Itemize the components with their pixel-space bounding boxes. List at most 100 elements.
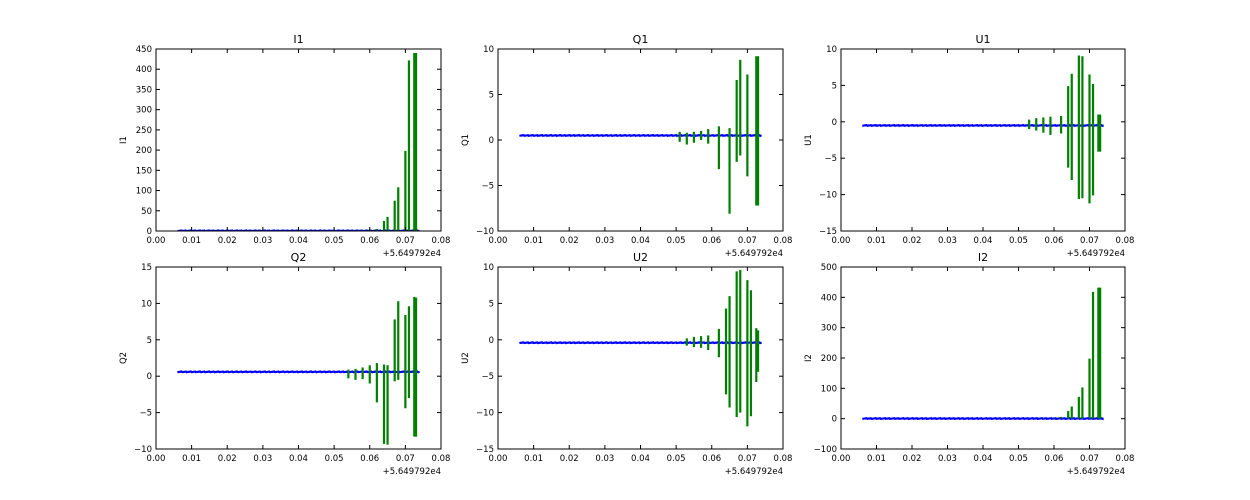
y-tick-label: 10 <box>141 299 152 309</box>
x-tick-label: 0.02 <box>560 454 579 464</box>
y-tick-label: 0 <box>832 415 837 425</box>
chart-title: Q1 <box>633 33 649 46</box>
x-tick-label: 0.08 <box>432 236 451 246</box>
x-tick-label: 0.08 <box>1116 236 1135 246</box>
y-tick-label: 350 <box>136 85 152 95</box>
x-tick-label: 0.01 <box>867 236 886 246</box>
x-tick-label: 0.06 <box>702 454 721 464</box>
y-tick-label: 300 <box>136 106 152 116</box>
subplot-q1: 0.00 0.01 0.02 0.03 0.04 0.05 0.06 0.07 0.08 −10 −… <box>461 33 792 259</box>
y-tick-label: 100 <box>821 384 837 394</box>
x-offset-label: +5.649792e4 <box>725 467 783 477</box>
x-tick-label: 0.04 <box>974 454 993 464</box>
y-tick-label: 100 <box>136 187 152 197</box>
plot-area <box>519 269 762 427</box>
x-tick-label: 0.02 <box>903 236 922 246</box>
y-tick-label: 10 <box>483 263 494 273</box>
x-tick-label: 0.07 <box>396 454 415 464</box>
y-tick-label: 0 <box>832 118 837 128</box>
x-tick-label: 0.02 <box>218 454 237 464</box>
x-tick-label: 0.05 <box>325 454 344 464</box>
series-line <box>177 370 420 374</box>
x-tick-label: 0.08 <box>774 454 793 464</box>
plot-area <box>177 296 420 445</box>
x-tick-label: 0.04 <box>631 236 650 246</box>
x-tick-label: 0.07 <box>1080 236 1099 246</box>
series-line <box>862 417 1104 421</box>
x-tick-label: 0.05 <box>667 236 686 246</box>
y-tick-label: 0 <box>147 372 152 382</box>
y-tick-label: −5 <box>139 409 152 419</box>
x-tick-label: 0.03 <box>253 236 272 246</box>
y-tick-label: 0 <box>147 227 152 237</box>
series-line <box>862 123 1104 127</box>
x-offset-label: +5.649792e4 <box>1067 467 1125 477</box>
y-tick-label: 500 <box>821 263 837 273</box>
x-tick-label: 0.03 <box>595 454 614 464</box>
x-tick-label: 0.01 <box>524 454 543 464</box>
x-offset-label: +5.649792e4 <box>725 249 783 259</box>
x-tick-label: 0.04 <box>974 236 993 246</box>
plot-area <box>862 55 1104 204</box>
series-line <box>519 133 762 137</box>
x-tick-label: 0.06 <box>702 236 721 246</box>
y-tick-label: 400 <box>136 65 152 75</box>
subplot-i1: 0.00 0.01 0.02 0.03 0.04 0.05 0.06 0.07 0.08 0 50 1… <box>119 33 450 259</box>
y-tick-label: 5 <box>489 91 494 101</box>
y-tick-label: 200 <box>136 146 152 156</box>
subplot-i2: 0.00 0.01 0.02 0.03 0.04 0.05 0.06 0.07 0.08 −100… <box>804 251 1134 477</box>
y-axis-label: I1 <box>119 136 129 144</box>
x-tick-label: 0.08 <box>774 236 793 246</box>
chart-title: U2 <box>633 251 648 264</box>
y-tick-label: −100 <box>814 445 837 455</box>
plot-area <box>519 56 762 214</box>
y-axis-label: I2 <box>804 354 814 362</box>
x-tick-label: 0.00 <box>489 454 508 464</box>
y-tick-label: 10 <box>826 45 837 55</box>
plot-area <box>177 53 420 231</box>
chart-title: U1 <box>975 33 990 46</box>
chart-title: I2 <box>978 251 988 264</box>
x-tick-label: 0.00 <box>147 236 166 246</box>
x-tick-label: 0.03 <box>595 236 614 246</box>
y-axis-label: U2 <box>461 352 471 364</box>
y-tick-label: 10 <box>483 45 494 55</box>
x-tick-label: 0.06 <box>360 454 379 464</box>
x-tick-label: 0.06 <box>1045 454 1064 464</box>
x-tick-label: 0.00 <box>147 454 166 464</box>
x-tick-label: 0.07 <box>738 454 757 464</box>
y-tick-label: −10 <box>134 445 152 455</box>
x-tick-label: 0.07 <box>738 236 757 246</box>
chart-title: Q2 <box>291 251 307 264</box>
y-axis-label: Q2 <box>119 352 129 364</box>
x-tick-label: 0.00 <box>489 236 508 246</box>
y-tick-label: 250 <box>136 126 152 136</box>
x-tick-label: 0.01 <box>524 236 543 246</box>
subplot-u1: 0.00 0.01 0.02 0.03 0.04 0.05 0.06 0.07 0.08 −15 −… <box>804 33 1134 259</box>
y-tick-label: −5 <box>481 182 494 192</box>
y-tick-label: −10 <box>476 409 494 419</box>
plot-frame <box>840 266 1126 450</box>
x-tick-label: 0.01 <box>867 454 886 464</box>
y-tick-label: −10 <box>819 191 837 201</box>
y-tick-label: 5 <box>489 299 494 309</box>
y-tick-label: −5 <box>481 372 494 382</box>
y-tick-label: 15 <box>141 263 152 273</box>
y-axis-label: Q1 <box>461 134 471 146</box>
y-axis-label: U1 <box>804 134 814 146</box>
x-tick-label: 0.06 <box>1045 236 1064 246</box>
x-tick-label: 0.06 <box>360 236 379 246</box>
x-tick-label: 0.05 <box>1009 454 1028 464</box>
y-tick-label: −15 <box>476 445 494 455</box>
x-tick-label: 0.07 <box>1080 454 1099 464</box>
y-tick-label: 200 <box>821 354 837 364</box>
y-tick-label: 0 <box>489 136 494 146</box>
series-line <box>519 341 762 345</box>
x-tick-label: 0.04 <box>631 454 650 464</box>
subplot-q2: 0.00 0.01 0.02 0.03 0.04 0.05 0.06 0.07 0.08 −10 −… <box>119 251 450 477</box>
x-tick-label: 0.02 <box>218 236 237 246</box>
x-tick-label: 0.07 <box>396 236 415 246</box>
x-tick-label: 0.05 <box>667 454 686 464</box>
x-tick-label: 0.02 <box>560 236 579 246</box>
